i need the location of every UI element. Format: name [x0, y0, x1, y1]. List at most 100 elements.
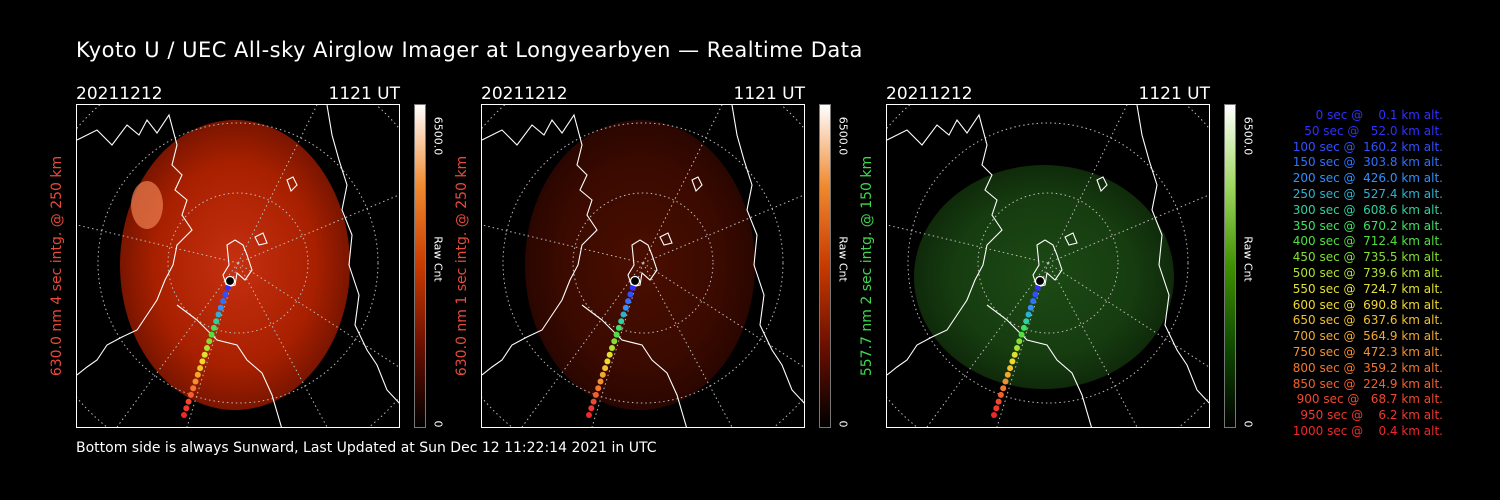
trajectory-legend: 0 sec @ 0.1 km alt. 50 sec @ 52.0 km alt…	[1289, 108, 1443, 440]
trajectory-point	[622, 304, 629, 311]
coastline	[986, 304, 1092, 427]
coastline	[254, 232, 268, 246]
legend-entry: 800 sec @ 359.2 km alt.	[1288, 360, 1443, 375]
colorbar-min: 0	[428, 414, 448, 434]
panel-ylabel: 557.7 nm 2 sec intg. @ 150 km	[854, 104, 880, 428]
coastline	[1136, 105, 1209, 404]
trajectory-point	[1016, 338, 1023, 345]
legend-entry: 450 sec @ 735.5 km alt.	[1288, 250, 1443, 265]
trajectory-point	[210, 324, 217, 331]
grid-line	[1047, 262, 1209, 368]
panel-ylabel-text: 557.7 nm 2 sec intg. @ 150 km	[859, 155, 875, 377]
trajectory-point	[1009, 358, 1016, 365]
grid-line	[237, 262, 399, 368]
trajectory-point	[1032, 291, 1039, 298]
trajectory-point	[206, 338, 213, 345]
colorbar-unit: Raw Cnt	[1238, 236, 1258, 282]
coastline	[1032, 239, 1063, 288]
colorbar-min-label: 0	[431, 420, 445, 428]
colorbar-min: 0	[1238, 414, 1258, 434]
panel-ylabel: 630.0 nm 1 sec intg. @ 250 km	[449, 104, 475, 428]
trajectory-point	[201, 351, 208, 358]
panel-557-2sec: 20211212 1121 UT 557.7 nm 2 sec intg. @ …	[859, 84, 1286, 434]
footer-note: Bottom side is always Sunward, Last Upda…	[76, 440, 657, 456]
coastline	[222, 239, 253, 288]
panel-630-1sec: 20211212 1121 UT 630.0 nm 1 sec intg. @ …	[454, 84, 881, 434]
trajectory-point	[615, 324, 622, 331]
trajectory-point	[997, 391, 1004, 398]
trajectory-point	[1014, 345, 1020, 351]
trajectory-point	[606, 351, 613, 358]
trajectory-point	[629, 284, 636, 291]
trajectory-point	[995, 398, 1002, 405]
panel-time: 1121 UT	[1138, 84, 1211, 104]
grid-line	[642, 262, 804, 368]
trajectory-point	[1002, 378, 1009, 385]
colorbar-unit: Raw Cnt	[428, 236, 448, 282]
legend-entry: 500 sec @ 739.6 km alt.	[1288, 265, 1443, 280]
grid-line	[591, 262, 644, 427]
coastline	[691, 176, 703, 192]
legend-entry: 50 sec @ 52.0 km alt.	[1296, 123, 1443, 138]
trajectory-point	[595, 385, 602, 392]
legend-entry: 150 sec @ 303.8 km alt.	[1288, 155, 1443, 170]
colorbar-unit-label: Raw Cnt	[1241, 236, 1255, 282]
trajectory-point	[625, 298, 632, 305]
trajectory-point	[190, 385, 197, 392]
legend-entry: 1000 sec @ 0.4 km alt.	[1292, 423, 1443, 438]
grid-line	[996, 262, 1049, 427]
grid-line	[482, 224, 644, 264]
aurora-brightening	[131, 181, 163, 229]
legend-entry: 850 sec @ 224.9 km alt.	[1288, 376, 1443, 391]
trajectory-point	[213, 318, 220, 325]
trajectory-point	[613, 331, 620, 338]
trajectory-point	[224, 284, 231, 291]
coastline	[1096, 176, 1108, 192]
coastline	[731, 105, 804, 404]
legend-entry: 750 sec @ 472.3 km alt.	[1288, 344, 1443, 359]
coastline	[77, 113, 193, 376]
panel-date: 20211212	[481, 84, 568, 104]
trajectory-point	[199, 358, 206, 365]
grid-line	[572, 192, 714, 334]
panel-ylabel-text: 630.0 nm 4 sec intg. @ 250 km	[49, 155, 65, 377]
colorbar-max: 6500.0	[428, 117, 448, 156]
grid-line	[887, 224, 1049, 264]
trajectory-point	[1023, 318, 1030, 325]
legend-entry: 200 sec @ 426.0 km alt.	[1288, 171, 1443, 186]
trajectory-point	[1018, 331, 1025, 338]
grid-line	[907, 122, 1189, 404]
allsky-map	[77, 105, 399, 427]
coastline	[326, 105, 399, 404]
coastline	[1064, 232, 1078, 246]
allsky-image	[886, 104, 1210, 428]
grid-line	[977, 192, 1119, 334]
trajectory-point	[194, 371, 201, 378]
trajectory-point	[1020, 324, 1027, 331]
coastline	[176, 304, 282, 427]
legend-entry: 900 sec @ 68.7 km alt.	[1292, 392, 1443, 407]
colorbar	[819, 104, 831, 428]
trajectory-point	[187, 391, 194, 398]
trajectory-point	[197, 365, 204, 372]
grid-line	[186, 262, 239, 427]
trajectory-point	[192, 378, 199, 385]
allsky-image	[481, 104, 805, 428]
colorbar-unit-label: Raw Cnt	[836, 236, 850, 282]
colorbar-min-label: 0	[836, 420, 850, 428]
panel-ylabel-text: 630.0 nm 1 sec intg. @ 250 km	[454, 155, 470, 377]
colorbar-max-label: 6500.0	[1241, 116, 1255, 156]
trajectory-point	[1034, 275, 1046, 287]
trajectory-point	[1011, 351, 1018, 358]
coastline	[581, 304, 687, 427]
trajectory-point	[588, 405, 595, 412]
trajectory-point	[1007, 365, 1014, 372]
panel-time: 1121 UT	[733, 84, 806, 104]
trajectory-point	[629, 275, 641, 287]
coastline	[659, 232, 673, 246]
trajectory-point	[183, 405, 190, 412]
trajectory-point	[217, 304, 224, 311]
allsky-map	[887, 105, 1209, 427]
panel-630-4sec: 20211212 1121 UT 630.0 nm 4 sec intg. @ …	[49, 84, 476, 434]
grid-line	[97, 122, 379, 404]
